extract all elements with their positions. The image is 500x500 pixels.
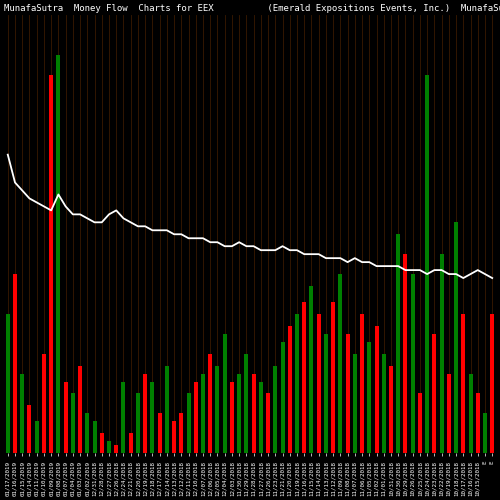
Bar [483,414,487,453]
Bar [360,314,364,453]
Bar [324,334,328,453]
Bar [86,414,89,453]
Bar [432,334,436,453]
Bar [194,382,198,453]
Bar [49,75,53,453]
Bar [56,55,60,453]
Bar [42,354,46,453]
Bar [302,302,306,453]
Bar [295,314,299,453]
Bar [78,366,82,453]
Bar [447,374,451,453]
Bar [158,414,162,453]
Bar [186,394,190,453]
Bar [368,342,372,453]
Bar [165,366,169,453]
Bar [476,394,480,453]
Bar [237,374,241,453]
Bar [107,442,111,453]
Bar [172,422,176,453]
Bar [136,394,140,453]
Bar [230,382,234,453]
Bar [425,75,429,453]
Bar [410,274,414,453]
Bar [143,374,147,453]
Bar [404,254,407,453]
Bar [462,314,466,453]
Bar [92,422,96,453]
Bar [418,394,422,453]
Bar [331,302,335,453]
Bar [259,382,263,453]
Bar [6,314,10,453]
Bar [128,434,132,453]
Bar [13,274,17,453]
Bar [208,354,212,453]
Bar [490,314,494,453]
Bar [266,394,270,453]
Bar [274,366,278,453]
Bar [374,326,378,453]
Bar [316,314,320,453]
Bar [288,326,292,453]
Bar [310,286,314,453]
Bar [346,334,350,453]
Bar [440,254,444,453]
Text: MunafaSutra  Money Flow  Charts for EEX          (Emerald Expositions Events, In: MunafaSutra Money Flow Charts for EEX (E… [4,4,500,13]
Bar [454,222,458,453]
Bar [20,374,24,453]
Bar [216,366,220,453]
Bar [180,414,184,453]
Bar [338,274,342,453]
Bar [122,382,126,453]
Bar [389,366,393,453]
Bar [353,354,357,453]
Bar [114,445,118,453]
Bar [150,382,154,453]
Bar [280,342,284,453]
Bar [244,354,248,453]
Bar [252,374,256,453]
Bar [222,334,226,453]
Bar [34,422,38,453]
Bar [396,234,400,453]
Bar [100,434,104,453]
Bar [28,406,32,453]
Bar [64,382,68,453]
Bar [468,374,472,453]
Bar [201,374,205,453]
Bar [382,354,386,453]
Bar [71,394,75,453]
